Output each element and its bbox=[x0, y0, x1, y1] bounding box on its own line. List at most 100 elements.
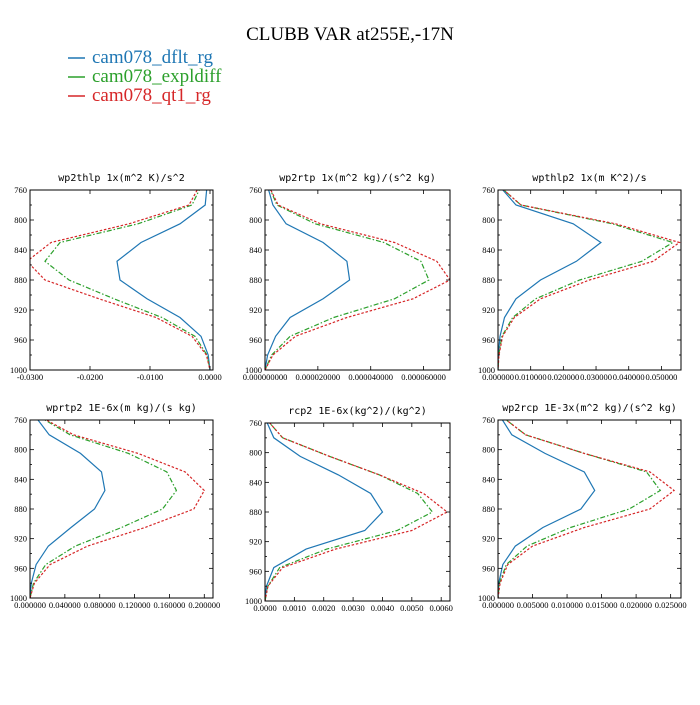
panel-title: wp2rcp 1E-3x(m^2 kg)/(s^2 kg) bbox=[502, 403, 677, 414]
panel-5: rcp2 1E-6x(kg^2)/(kg^2) 760 800 840 880 920 96… bbox=[245, 406, 453, 613]
y-tick-label: 1000 bbox=[245, 596, 262, 606]
x-tick-label: 0.000000000 bbox=[243, 372, 288, 382]
y-tick-label: 800 bbox=[249, 448, 262, 458]
x-tick-label: 0.010000 bbox=[515, 372, 547, 382]
x-tick-label: 0.020000 bbox=[620, 600, 652, 610]
series-group bbox=[498, 420, 676, 598]
y-tick-label: 880 bbox=[482, 504, 495, 514]
y-tick-label: 840 bbox=[249, 245, 262, 255]
series-line-dflt bbox=[498, 420, 596, 598]
series-line-dflt bbox=[30, 420, 106, 598]
y-tick-label: 760 bbox=[249, 418, 262, 428]
y-tick-label: 800 bbox=[249, 215, 262, 225]
legend: cam078_dflt_rg cam078_expldiff cam078_qt… bbox=[68, 47, 222, 106]
x-tick-label: 0.0010 bbox=[283, 603, 306, 613]
legend-label-qt1: cam078_qt1_rg bbox=[92, 85, 211, 106]
x-tick-label: 0.005000 bbox=[517, 600, 549, 610]
y-tick-label: 1000 bbox=[245, 365, 262, 375]
x-tick-label: 0.0060 bbox=[430, 603, 453, 613]
y-tick-label: 960 bbox=[482, 563, 495, 573]
x-tick-label: 0.000060000 bbox=[401, 372, 446, 382]
y-tick-label: 960 bbox=[249, 566, 262, 576]
x-tick-label: 0.0020 bbox=[312, 603, 335, 613]
y-tick-label: 920 bbox=[482, 305, 495, 315]
x-tick-label: 0.0030 bbox=[341, 603, 364, 613]
series-line-qt1 bbox=[265, 423, 449, 601]
y-tick-label: 1000 bbox=[478, 593, 495, 603]
x-tick-label: 0.200000 bbox=[188, 600, 220, 610]
y-tick-label: 960 bbox=[249, 335, 262, 345]
y-tick-label: 840 bbox=[14, 474, 27, 484]
series-line-expl bbox=[498, 420, 662, 598]
panel-title: wpthlp2 1x(m K^2)/s bbox=[532, 173, 646, 184]
x-tick-label: 0.030000 bbox=[580, 372, 612, 382]
x-tick-label: 0.000020000 bbox=[296, 372, 341, 382]
series-line-qt1 bbox=[498, 190, 681, 370]
figure-title: CLUBB VAR at255E,-17N bbox=[246, 24, 454, 45]
panels: wp2thlp 1x(m^2 K)/s^2 760 800 840 880 920 960 1… bbox=[10, 173, 687, 613]
series-line-expl bbox=[265, 190, 430, 370]
x-tick-label: -0.0100 bbox=[137, 372, 163, 382]
x-tick-label: -0.0300 bbox=[17, 372, 43, 382]
y-tick-label: 920 bbox=[14, 305, 27, 315]
x-tick-label: 0.080000 bbox=[84, 600, 116, 610]
y-tick-label: 800 bbox=[14, 215, 27, 225]
y-tick-label: 800 bbox=[14, 445, 27, 455]
y-tick-label: 840 bbox=[482, 245, 495, 255]
panel-4: wprtp2 1E-6x(m kg)/(s kg) 760 800 840 880 920… bbox=[10, 403, 220, 610]
series-line-dflt bbox=[498, 190, 602, 370]
x-tick-label: 0.0040 bbox=[371, 603, 394, 613]
x-tick-label: 0.015000 bbox=[586, 600, 618, 610]
x-tick-label: 0.050000 bbox=[645, 372, 677, 382]
y-tick-label: 920 bbox=[249, 305, 262, 315]
y-tick-label: 760 bbox=[249, 185, 262, 195]
series-line-dflt bbox=[265, 423, 384, 601]
y-tick-label: 760 bbox=[482, 185, 495, 195]
series-line-expl bbox=[44, 190, 211, 370]
legend-label-expl: cam078_expldiff bbox=[92, 66, 222, 87]
panel-title: rcp2 1E-6x(kg^2)/(kg^2) bbox=[288, 406, 426, 417]
x-tick-label: 0.020000 bbox=[547, 372, 579, 382]
panel-3: wpthlp2 1x(m K^2)/s 760 800 840 880 920 960 100… bbox=[478, 173, 682, 382]
y-tick-label: 920 bbox=[249, 537, 262, 547]
x-tick-label: 0.025000 bbox=[655, 600, 687, 610]
panel-2: wp2rtp 1x(m^2 kg)/(s^2 kg) 760 800 840 880 92… bbox=[243, 173, 451, 382]
y-tick-label: 1000 bbox=[10, 593, 27, 603]
panel-1: wp2thlp 1x(m^2 K)/s^2 760 800 840 880 920 960 1… bbox=[10, 173, 222, 382]
x-tick-label: 0.040000 bbox=[613, 372, 645, 382]
y-tick-label: 960 bbox=[14, 563, 27, 573]
y-tick-label: 800 bbox=[482, 445, 495, 455]
series-group bbox=[498, 190, 681, 370]
x-tick-label: 0.000000 bbox=[482, 600, 514, 610]
x-tick-label: 0.040000 bbox=[49, 600, 81, 610]
y-tick-label: 960 bbox=[482, 335, 495, 345]
x-tick-label: 0.0000 bbox=[198, 372, 221, 382]
panel-title: wp2rtp 1x(m^2 kg)/(s^2 kg) bbox=[279, 173, 436, 184]
legend-label-dflt: cam078_dflt_rg bbox=[92, 47, 214, 68]
y-tick-label: 880 bbox=[14, 275, 27, 285]
y-tick-label: 880 bbox=[14, 504, 27, 514]
series-group bbox=[265, 190, 450, 370]
x-tick-label: 0.010000 bbox=[551, 600, 583, 610]
series-line-expl bbox=[498, 190, 675, 370]
y-tick-label: 1000 bbox=[478, 365, 495, 375]
series-line-qt1 bbox=[30, 420, 206, 598]
x-tick-label: 0.000000 bbox=[482, 372, 514, 382]
x-tick-label: 0.000000 bbox=[14, 600, 46, 610]
x-tick-label: 0.000040000 bbox=[348, 372, 393, 382]
x-tick-label: -0.0200 bbox=[77, 372, 103, 382]
panel-6: wp2rcp 1E-3x(m^2 kg)/(s^2 kg) 760 800 840 88… bbox=[478, 403, 687, 610]
series-line-qt1 bbox=[498, 420, 676, 598]
y-tick-label: 1000 bbox=[10, 365, 27, 375]
series-group bbox=[30, 190, 211, 370]
y-tick-label: 760 bbox=[14, 415, 27, 425]
y-tick-label: 840 bbox=[249, 477, 262, 487]
y-tick-label: 880 bbox=[482, 275, 495, 285]
y-tick-label: 880 bbox=[249, 275, 262, 285]
y-tick-label: 880 bbox=[249, 507, 262, 517]
series-line-qt1 bbox=[265, 190, 450, 370]
y-tick-label: 760 bbox=[482, 415, 495, 425]
